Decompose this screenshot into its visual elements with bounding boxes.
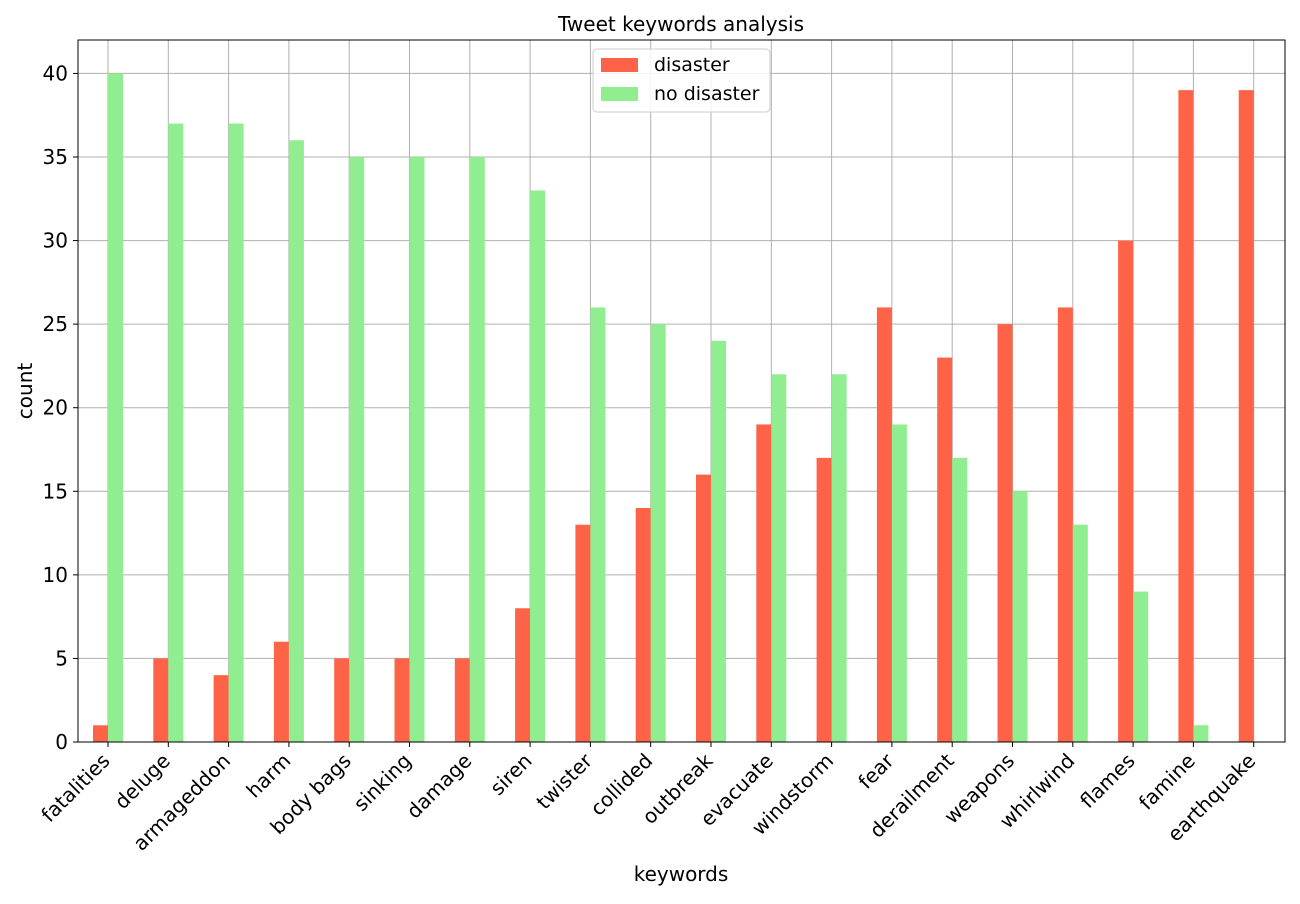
bar-no-disaster-fear [891, 424, 907, 742]
bar-disaster-fear [876, 307, 892, 742]
bar-disaster-harm [273, 641, 289, 742]
x-tick-label: siren [485, 749, 536, 800]
y-tick-label: 5 [55, 646, 68, 670]
y-tick-label: 40 [43, 61, 68, 85]
bar-disaster-whirlwind [1057, 307, 1073, 742]
bar-no-disaster-flames [1133, 591, 1149, 742]
bar-disaster-deluge [153, 658, 169, 742]
x-tick-label: fear [853, 748, 899, 794]
bar-no-disaster-sinking [409, 157, 425, 742]
bar-no-disaster-fatalities [108, 73, 123, 742]
bar-no-disaster-armageddon [228, 123, 244, 743]
bar-no-disaster-evacuate [771, 374, 787, 742]
legend-label: no disaster [654, 83, 760, 105]
y-tick-label: 15 [43, 479, 68, 503]
y-tick-label: 0 [55, 730, 68, 754]
bar-disaster-fatalities [93, 725, 108, 742]
bar-no-disaster-deluge [168, 123, 184, 743]
bar-disaster-famine [1178, 90, 1194, 742]
bar-no-disaster-harm [288, 140, 304, 743]
bar-no-disaster-weapons [1012, 491, 1028, 742]
x-tick-label: damage [402, 749, 477, 824]
bar-no-disaster-windstorm [831, 374, 847, 742]
bar-disaster-evacuate [756, 424, 772, 742]
bar-disaster-siren [515, 608, 531, 742]
legend-swatch [601, 87, 638, 101]
bar-disaster-flames [1118, 240, 1134, 743]
bar-no-disaster-outbreak [711, 340, 726, 742]
y-tick-label: 35 [43, 145, 68, 169]
bar-no-disaster-twister [590, 307, 606, 742]
bar-disaster-earthquake [1238, 90, 1254, 742]
bar-disaster-weapons [997, 324, 1013, 742]
legend-label: disaster [654, 54, 730, 76]
y-tick-label: 25 [43, 312, 68, 336]
bar-no-disaster-collided [650, 324, 666, 742]
chart-title: Tweet keywords analysis [557, 12, 804, 36]
bar-disaster-armageddon [213, 675, 229, 742]
x-axis-label: keywords [634, 862, 729, 886]
x-tick-label: harm [241, 749, 295, 803]
bar-disaster-damage [454, 658, 470, 742]
x-tick-label: fatalities [36, 749, 114, 827]
bar-disaster-body-bags [334, 658, 350, 742]
grid [78, 40, 1285, 743]
y-axis-label: count [13, 363, 37, 420]
bar-no-disaster-famine [1193, 725, 1209, 742]
bar-disaster-sinking [394, 658, 410, 742]
bar-no-disaster-derailment [952, 457, 968, 742]
bar-disaster-collided [635, 508, 651, 742]
bar-disaster-outbreak [696, 474, 711, 742]
legend: disaster no disaster [592, 48, 771, 113]
bar-no-disaster-whirlwind [1072, 524, 1088, 742]
bar-disaster-twister [575, 524, 591, 742]
y-tick-label: 20 [43, 396, 68, 420]
bar-disaster-windstorm [816, 457, 832, 742]
bars [93, 73, 1254, 743]
bar-no-disaster-damage [469, 157, 485, 742]
bar-disaster-derailment [937, 357, 953, 742]
bar-no-disaster-siren [530, 190, 546, 742]
y-tick-label: 10 [43, 563, 68, 587]
x-tick-label: flames [1075, 749, 1139, 813]
y-tick-label: 30 [43, 229, 68, 253]
bar-no-disaster-body-bags [349, 157, 365, 742]
legend-swatch [601, 58, 638, 72]
plot-frame [77, 39, 1286, 743]
